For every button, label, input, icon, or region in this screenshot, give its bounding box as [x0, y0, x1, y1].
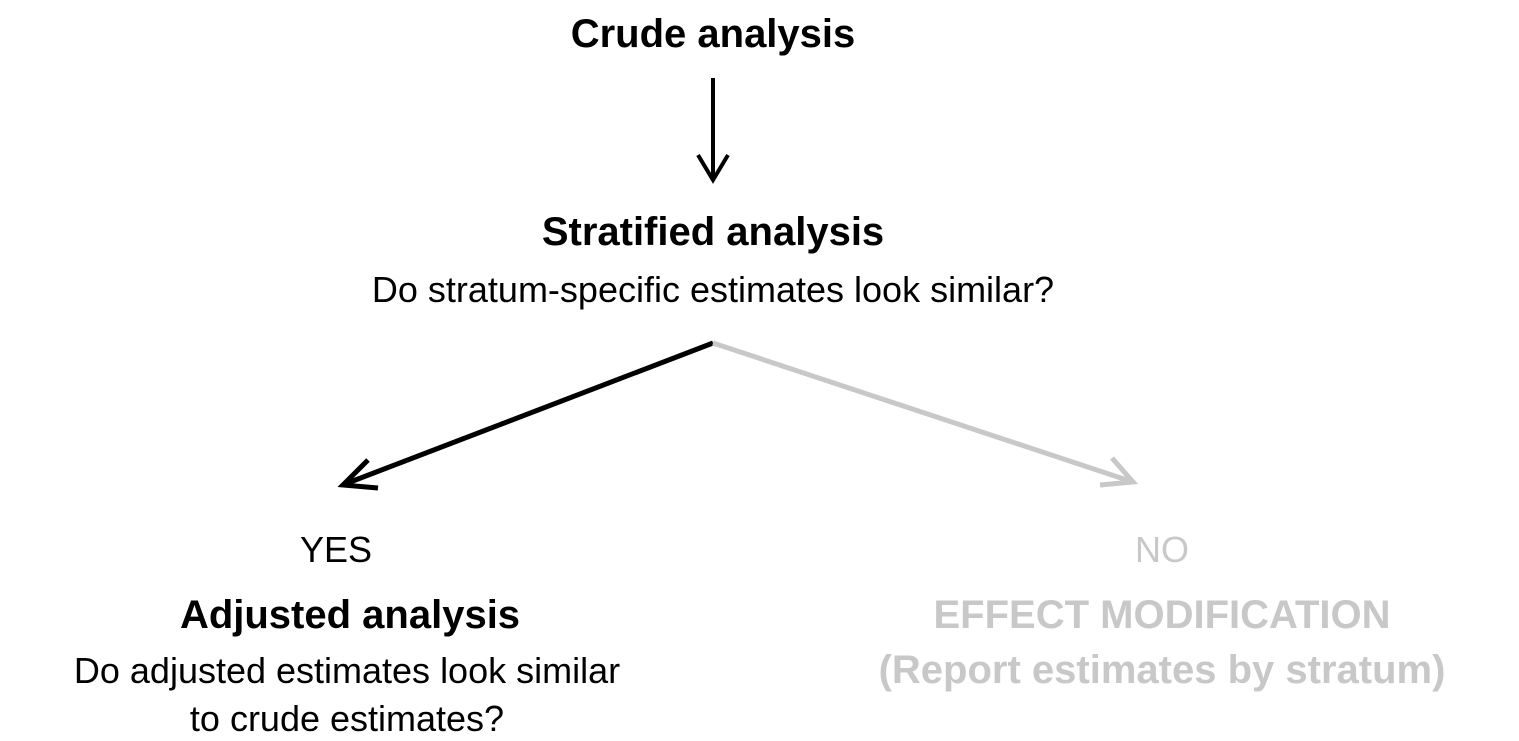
node-label: EFFECT MODIFICATION [934, 593, 1391, 637]
node-question: to crude estimates? [190, 698, 504, 739]
node-note: (Report estimates by stratum) [879, 648, 1446, 692]
arrow [344, 340, 714, 487]
node-answer: NO [1135, 529, 1189, 570]
node-label: Stratified analysis [542, 210, 884, 254]
node-label: Crude analysis [571, 12, 856, 56]
arrowhead [1099, 456, 1139, 488]
arrowhead [696, 153, 730, 184]
node-label: Adjusted analysis [180, 593, 520, 637]
node-question: Do stratum-specific estimates look simil… [372, 269, 1054, 310]
node-answer: YES [300, 529, 372, 570]
node-question: Do adjusted estimates look similar [74, 650, 620, 691]
arrow [712, 340, 1134, 485]
arrowhead [337, 458, 379, 491]
